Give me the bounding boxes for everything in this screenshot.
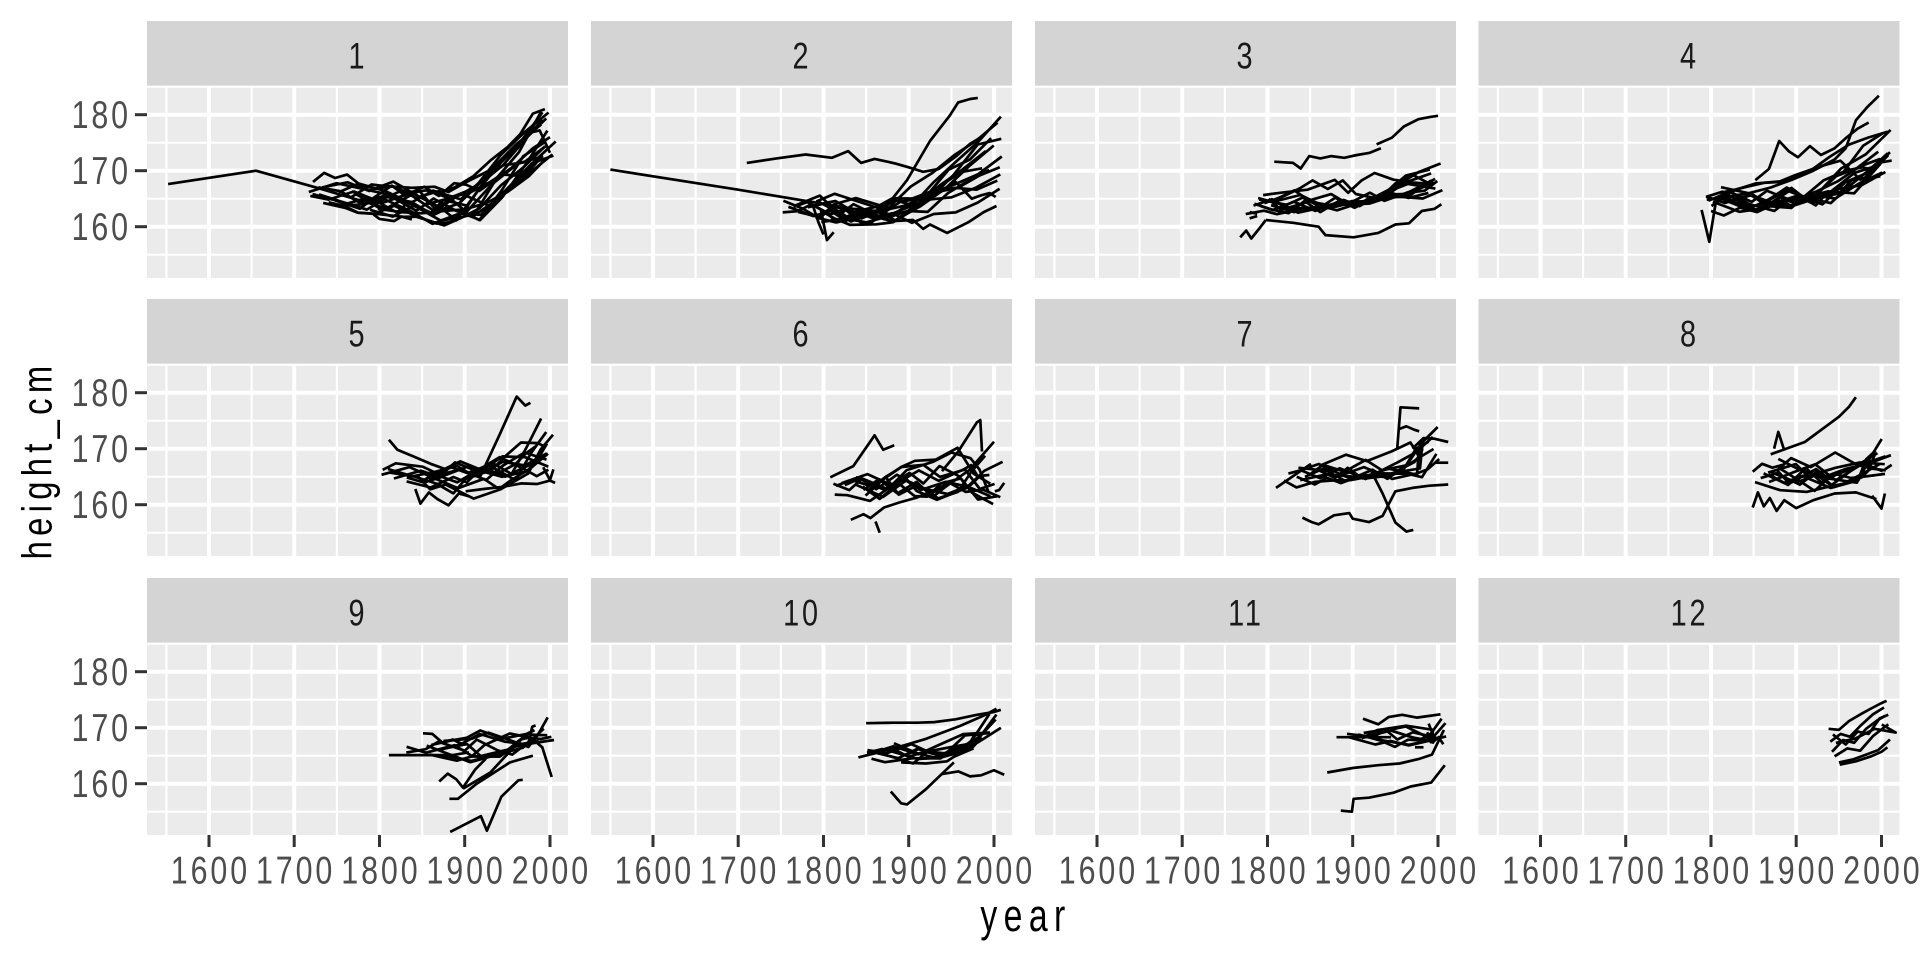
- svg-text:12: 12: [1671, 593, 1709, 634]
- svg-text:1800: 1800: [341, 849, 420, 892]
- svg-text:1600: 1600: [615, 849, 694, 892]
- svg-text:1900: 1900: [426, 849, 505, 892]
- svg-text:1700: 1700: [1144, 849, 1223, 892]
- svg-text:160: 160: [72, 205, 131, 248]
- svg-text:1700: 1700: [256, 849, 335, 892]
- svg-text:2000: 2000: [512, 849, 591, 892]
- svg-text:170: 170: [72, 427, 131, 470]
- svg-text:2000: 2000: [1843, 849, 1920, 892]
- svg-text:5: 5: [349, 314, 368, 355]
- svg-text:11: 11: [1228, 593, 1264, 634]
- svg-text:7: 7: [1237, 314, 1256, 355]
- svg-text:1700: 1700: [1587, 849, 1666, 892]
- svg-text:1800: 1800: [1229, 849, 1308, 892]
- svg-text:2000: 2000: [1400, 849, 1479, 892]
- svg-text:170: 170: [72, 706, 131, 749]
- svg-text:1600: 1600: [1059, 849, 1138, 892]
- svg-text:2: 2: [793, 36, 812, 77]
- svg-text:160: 160: [72, 762, 131, 805]
- svg-text:4: 4: [1680, 36, 1699, 77]
- svg-text:10: 10: [783, 593, 821, 634]
- svg-text:1700: 1700: [700, 849, 779, 892]
- svg-text:3: 3: [1237, 36, 1256, 77]
- svg-text:1: 1: [349, 36, 368, 77]
- svg-text:160: 160: [72, 483, 131, 526]
- svg-text:1900: 1900: [870, 849, 949, 892]
- svg-text:2000: 2000: [956, 849, 1035, 892]
- svg-text:180: 180: [72, 93, 131, 136]
- svg-text:180: 180: [72, 650, 131, 693]
- svg-text:1900: 1900: [1314, 849, 1393, 892]
- svg-text:180: 180: [72, 371, 131, 414]
- svg-text:1800: 1800: [1673, 849, 1752, 892]
- svg-text:year: year: [980, 891, 1071, 941]
- svg-text:height_cm: height_cm: [14, 361, 61, 560]
- svg-text:1800: 1800: [785, 849, 864, 892]
- svg-text:1900: 1900: [1758, 849, 1837, 892]
- svg-text:170: 170: [72, 149, 131, 192]
- svg-text:8: 8: [1680, 314, 1699, 355]
- svg-text:6: 6: [793, 314, 812, 355]
- svg-text:9: 9: [349, 593, 368, 634]
- svg-text:1600: 1600: [1502, 849, 1581, 892]
- svg-text:1600: 1600: [171, 849, 250, 892]
